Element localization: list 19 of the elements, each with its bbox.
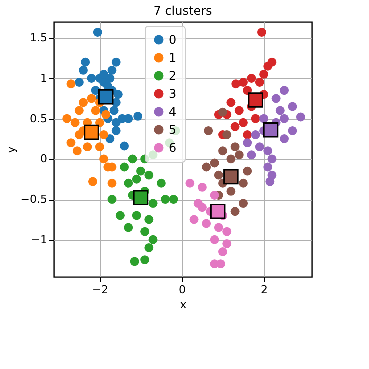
y-tick-label: −0.5: [20, 193, 48, 206]
chart-title: 7 clusters: [154, 4, 212, 18]
y-tick-label: 0: [40, 152, 48, 166]
legend-label: 1: [169, 51, 177, 65]
y-tick-label: 0.5: [30, 112, 48, 126]
x-tick-label: 2: [261, 284, 268, 296]
legend-label: 6: [169, 141, 177, 155]
legend-label: 4: [169, 105, 177, 119]
y-tick-label: 1: [40, 72, 48, 85]
x-tick-label: 0: [178, 284, 186, 296]
legend-label: 5: [169, 123, 177, 137]
y-axis-title: y: [4, 146, 18, 154]
legend-label: 2: [169, 69, 177, 83]
x-axis-title: x: [180, 298, 188, 312]
y-tick-label: −1: [31, 233, 48, 246]
legend-label: 0: [169, 33, 177, 47]
legend-label: 3: [169, 87, 177, 101]
y-tick-label: 1.5: [30, 32, 48, 45]
x-tick-label: −2: [92, 284, 109, 296]
